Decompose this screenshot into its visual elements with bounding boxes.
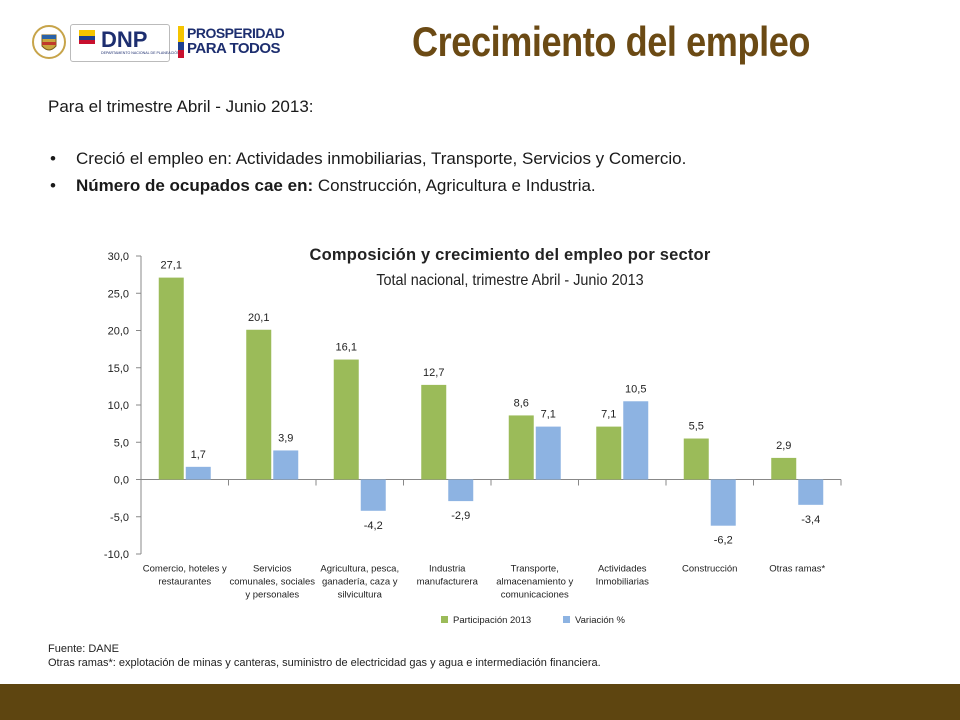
bar-variacion [798, 479, 824, 505]
legend-swatch [563, 616, 570, 623]
source-note: Fuente: DANE [48, 643, 119, 655]
dnp-logo-subtext: DEPARTAMENTO NACIONAL DE PLANEACIÓN [101, 51, 180, 55]
data-label: 3,9 [278, 432, 293, 444]
bar-variacion [623, 401, 649, 480]
bullet-list: • Creció el empleo en: Actividades inmob… [50, 148, 686, 202]
data-label: -3,4 [801, 514, 820, 526]
bar-variacion [360, 479, 386, 511]
bar-variacion [448, 479, 474, 502]
bullet-item-decline: • Número de ocupados cae en: Construcció… [50, 175, 686, 202]
data-label: 12,7 [423, 367, 444, 379]
x-category-label: manufacturera [417, 577, 479, 588]
x-category-label: silvicultura [338, 590, 383, 601]
x-category-label: Agricultura, pesca, [320, 564, 399, 575]
data-label: 8,6 [514, 397, 529, 409]
y-tick-label: -10,0 [104, 549, 129, 561]
x-category-label: Servicios [253, 564, 292, 575]
prosperidad-para-todos-logo: PROSPERIDAD PARA TODOS [178, 24, 292, 60]
y-tick-label: 20,0 [108, 326, 129, 338]
x-category-label: Industria [429, 564, 466, 575]
bar-variacion [710, 479, 736, 526]
data-label: 16,1 [336, 342, 357, 354]
x-category-label: Inmobiliarias [596, 577, 650, 588]
bar-participacion [596, 426, 622, 480]
bar-participacion [333, 359, 359, 480]
bullet-text: Creció el empleo en: Actividades inmobil… [76, 149, 687, 168]
bar-variacion [185, 466, 211, 480]
data-label: 1,7 [191, 449, 206, 461]
bar-participacion [421, 384, 447, 480]
page-title: Crecimiento del empleo [412, 18, 811, 65]
x-category-label: Transporte, [511, 564, 559, 575]
data-label: -4,2 [364, 520, 383, 532]
colombia-shield-logo [32, 24, 66, 65]
bullet-item-growth: • Creció el empleo en: Actividades inmob… [50, 148, 686, 175]
bottom-bar [0, 684, 960, 720]
data-label: 20,1 [248, 312, 269, 324]
y-tick-label: -5,0 [110, 512, 129, 524]
data-label: 7,1 [601, 409, 616, 421]
data-label: -6,2 [714, 535, 733, 547]
data-label: -2,9 [451, 510, 470, 522]
data-label: 2,9 [776, 440, 791, 452]
x-category-label: ganadería, caza y [322, 577, 398, 588]
bar-participacion [246, 329, 272, 480]
bar-participacion [771, 457, 797, 480]
bullet-text: Construcción, Agricultura e Industria. [313, 176, 596, 195]
other-branches-note: Otras ramas*: explotación de minas y can… [48, 657, 601, 669]
x-category-label: comunicaciones [501, 590, 569, 601]
x-category-label: Comercio, hoteles y [143, 564, 227, 575]
x-category-label: Actividades [598, 564, 647, 575]
bar-participacion [508, 415, 534, 480]
bar-participacion [158, 277, 184, 480]
x-category-label: y personales [245, 590, 299, 601]
data-label: 27,1 [161, 260, 182, 272]
intro-text: Para el trimestre Abril - Junio 2013: [48, 97, 314, 116]
prosperidad-line2: PARA TODOS [187, 40, 281, 57]
data-label: 5,5 [689, 421, 704, 433]
legend-swatch [441, 616, 448, 623]
x-category-label: restaurantes [158, 577, 211, 588]
bullet-glyph: • [50, 176, 56, 195]
legend-label: Participación 2013 [453, 615, 531, 626]
y-tick-label: 0,0 [114, 475, 129, 487]
y-tick-label: 10,0 [108, 400, 129, 412]
y-tick-label: 5,0 [114, 437, 129, 449]
prosperidad-line1: PROSPERIDAD [187, 25, 285, 41]
legend-label: Variación % [575, 615, 626, 626]
x-category-label: Otras ramas* [769, 564, 825, 575]
dnp-logo-text: DNP [101, 27, 148, 52]
x-category-label: Construcción [682, 564, 737, 575]
bar-participacion [683, 438, 709, 480]
x-category-label: comunales, sociales [229, 577, 315, 588]
data-label: 7,1 [541, 409, 556, 421]
y-tick-label: 25,0 [108, 288, 129, 300]
y-tick-label: 15,0 [108, 363, 129, 375]
data-label: 10,5 [625, 383, 646, 395]
footer-notes: Fuente: DANE Otras ramas*: explotación d… [48, 642, 601, 670]
bar-variacion [535, 426, 561, 480]
y-tick-label: 30,0 [108, 251, 129, 263]
chart-subtitle: Total nacional, trimestre Abril - Junio … [376, 272, 644, 289]
dnp-logo: DNP DEPARTAMENTO NACIONAL DE PLANEACIÓN [70, 24, 180, 62]
bullet-bold-text: Número de ocupados cae en: [76, 176, 314, 195]
bullet-glyph: • [50, 149, 56, 168]
bar-variacion [273, 450, 299, 480]
chart-title: Composición y crecimiento del empleo por… [309, 246, 711, 264]
x-category-label: almacenamiento y [496, 577, 573, 588]
